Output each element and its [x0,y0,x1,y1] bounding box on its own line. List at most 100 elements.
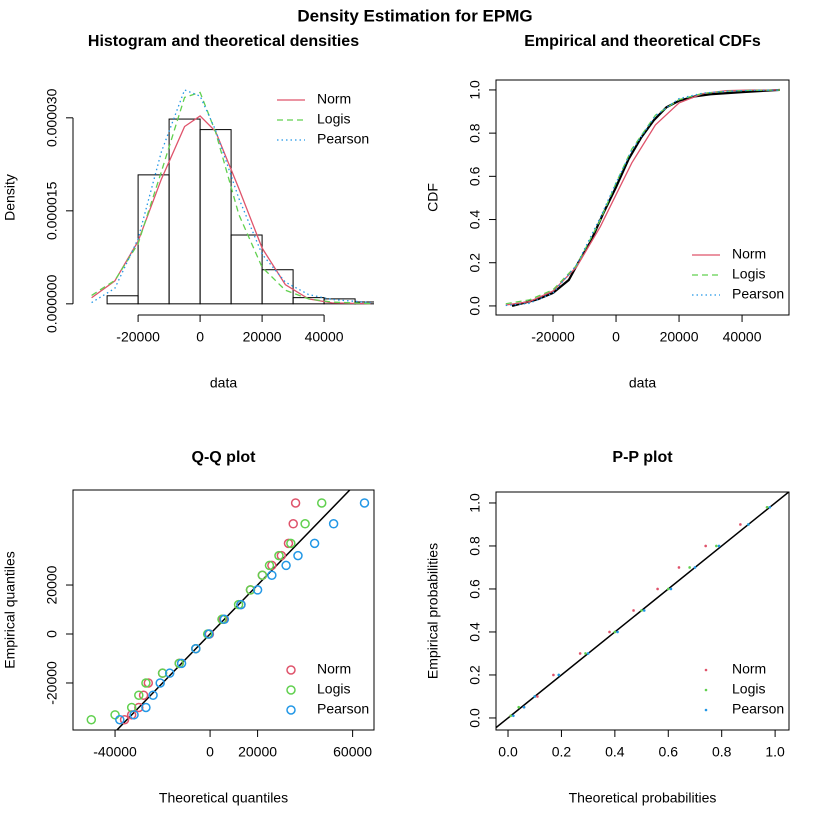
x-tick-label: -20000 [531,329,575,345]
data-point [693,566,697,569]
y-tick-label: 0.000015 [44,181,60,240]
legend-label: Pearson [317,131,369,147]
y-tick-label: 0.0 [467,708,483,728]
data-point [632,609,635,612]
data-point [290,498,301,508]
data-point [141,702,151,713]
data-point [155,678,165,688]
data-point [517,705,521,709]
x-tick-label: 0.6 [659,744,679,760]
data-point [522,705,526,709]
panel-title: Empirical and theoretical CDFs [524,33,761,50]
legend-label: Logis [317,111,350,127]
y-tick-label: 20000 [44,565,60,604]
panel: Histogram and theoretical densities data D… [2,33,374,391]
legend-label: Logis [732,681,765,697]
data-point [281,560,291,571]
legend-label: Norm [732,246,766,262]
y-tick-label: 0.0 [467,296,483,316]
x-tick-label: -20000 [116,329,160,345]
x-tick-label: 60000 [333,744,372,760]
data-line [505,89,780,307]
data-point [274,550,284,561]
y-tick-label: 0.2 [467,253,483,273]
legend-marker [704,668,708,672]
data-point [739,523,742,526]
y-tick-label: 0.4 [467,210,483,230]
x-tick-label: 0.2 [552,744,572,760]
legend-marker [704,708,708,712]
legend-label: Norm [732,661,766,677]
data-point [616,630,619,634]
data-point [300,519,310,529]
panel: Empirical and theoretical CDFs data CDF -20… [425,33,790,391]
y-tick-label: 0.000000 [44,274,60,333]
plot-area [91,89,374,305]
x-tick-label: 40000 [723,329,762,345]
data-point [236,599,246,610]
data-point [204,629,214,639]
x-tick-label: 0 [612,329,620,345]
y-tick-label: 0.2 [467,665,483,685]
data-point [267,570,277,580]
data-point [688,566,691,569]
data-point [666,587,670,591]
histogram-bar [106,295,139,305]
data-point [293,550,303,561]
data-point [640,609,643,612]
data-point [157,668,168,678]
data-point [119,714,130,725]
data-point [316,498,327,508]
data-point [110,710,120,720]
plot-frame [72,489,375,731]
data-point [191,643,201,654]
legend-label: Norm [317,91,351,107]
data-point [715,544,718,548]
data-point [677,566,681,569]
y-tick-label: -20000 [44,661,60,705]
legend-marker [286,685,296,695]
plot-area [505,88,780,307]
data-point [656,587,659,591]
x-tick-label: 0.0 [498,744,518,760]
data-point [608,630,611,634]
y-tick-label: 0 [44,630,60,638]
x-tick-label: 1.0 [765,744,785,760]
reference-line [116,490,351,730]
data-point [669,587,673,591]
data-point [134,690,144,700]
figure-title: Density Estimation for EPMG [297,6,532,25]
y-tick-label: 1.0 [467,80,483,100]
y-tick-label: 0.8 [467,536,483,556]
x-axis-label: Theoretical quantiles [159,790,288,806]
data-point [613,630,617,634]
histogram-bar [168,118,201,305]
data-point [359,498,370,508]
data-point [747,523,750,526]
x-tick-label: 20000 [238,744,277,760]
x-tick-label: -40000 [93,744,137,760]
panel-title: Histogram and theoretical densities [88,33,359,50]
y-axis-label: CDF [425,183,441,212]
data-point [129,710,139,720]
legend-label: Logis [732,266,765,282]
legend-label: Logis [317,681,350,697]
plot-frame [495,79,790,316]
data-point [768,505,772,509]
data-point [134,702,144,713]
data-point [164,668,175,678]
data-point [536,695,539,698]
y-tick-label: 1.0 [467,493,483,513]
panel: P-P plot Theoretical probabilities Empiric… [425,449,790,806]
data-point [176,658,187,669]
data-point [584,652,587,655]
data-point [245,585,256,595]
data-point [717,544,721,548]
data-point [138,690,149,700]
y-axis-label: Density [2,174,18,221]
histogram-bar [261,269,294,305]
plot-area [86,490,370,730]
legend-label: Pearson [732,701,784,717]
